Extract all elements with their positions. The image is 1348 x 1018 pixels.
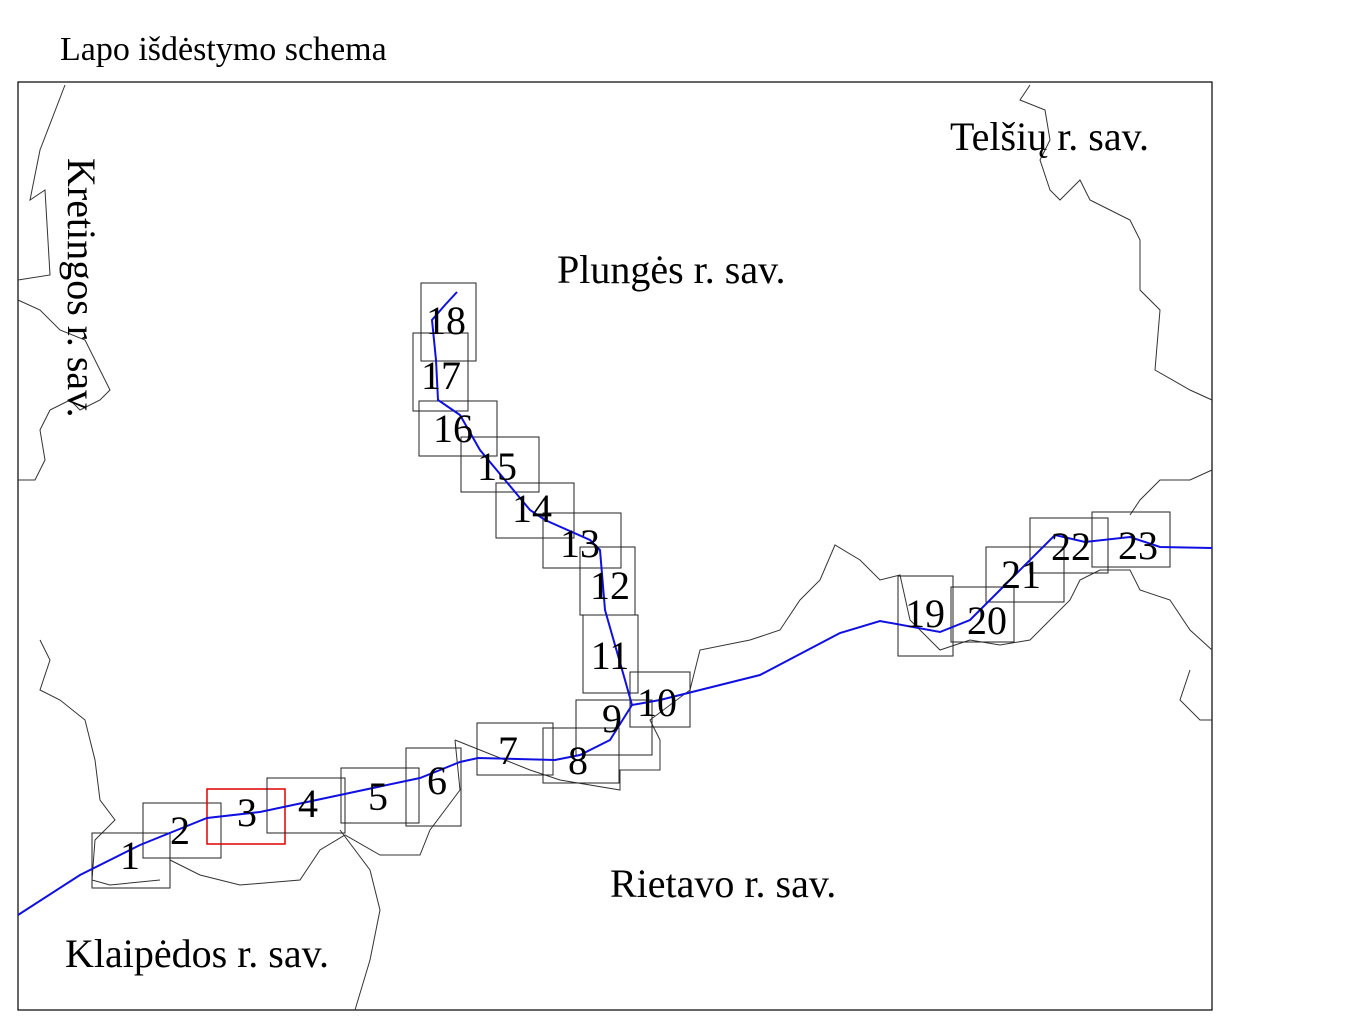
sheet-frame: [460, 436, 540, 493]
sheet-number: 14: [512, 486, 552, 531]
sheet-number: 13: [560, 521, 600, 566]
sheet-number: 9: [602, 696, 622, 741]
sheet-frame: [142, 802, 222, 859]
title: Lapo išdėstymo schema: [60, 31, 387, 68]
sheet-number: 10: [637, 680, 677, 725]
route-branch: [430, 291, 633, 706]
sheet-frame: [950, 586, 1015, 643]
sheet-number: 23: [1118, 523, 1158, 568]
sheet-number: 20: [967, 598, 1007, 643]
sheet-number: 4: [298, 781, 318, 826]
sheet-frame: [1029, 517, 1109, 574]
sheet-frame: [266, 777, 346, 834]
sheet-number: 21: [1001, 552, 1041, 597]
sheet-number: 11: [591, 633, 630, 678]
region-label: Klaipėdos r. sav.: [65, 931, 329, 976]
region-label: Plungės r. sav.: [557, 247, 786, 292]
sheet-number: 2: [170, 808, 190, 853]
sheet-frame: [1091, 511, 1171, 568]
sheet-frame: [405, 747, 462, 827]
sheet-frame: [985, 546, 1065, 603]
sheet-number: 15: [477, 444, 517, 489]
sheet-number: 16: [433, 406, 473, 451]
sheet-number: 19: [905, 591, 945, 636]
region-label: Kretingos r. sav.: [59, 158, 104, 418]
sheet-frame: [418, 400, 498, 457]
sheet-frame: [412, 332, 469, 412]
sheet-frame: [495, 482, 575, 539]
sheet-number: 6: [427, 758, 447, 803]
map-frame: [17, 81, 1213, 1011]
sheet-frame: [420, 282, 477, 362]
sheet-frame: [897, 575, 954, 657]
sheet-frame: [476, 722, 554, 776]
sheet-number: 22: [1051, 524, 1091, 569]
sheet-number: 12: [590, 563, 630, 608]
sheet-frame: [206, 788, 286, 845]
sheet-number: 7: [498, 728, 518, 773]
sheet-frame: [542, 512, 622, 569]
region-label: Telšių r. sav.: [950, 114, 1149, 159]
boundaries: [17, 84, 1213, 1011]
region-label: Rietavo r. sav.: [610, 861, 836, 906]
sheet-number: 5: [368, 774, 388, 819]
sheet-number: 17: [421, 353, 461, 398]
sheet-number: 3: [237, 790, 257, 835]
sheet-number: 8: [568, 738, 588, 783]
sheet-frame: [91, 832, 171, 889]
sheet-number: 1: [120, 833, 140, 878]
sheet-frame: [579, 546, 636, 616]
sheet-number: 18: [426, 298, 466, 343]
